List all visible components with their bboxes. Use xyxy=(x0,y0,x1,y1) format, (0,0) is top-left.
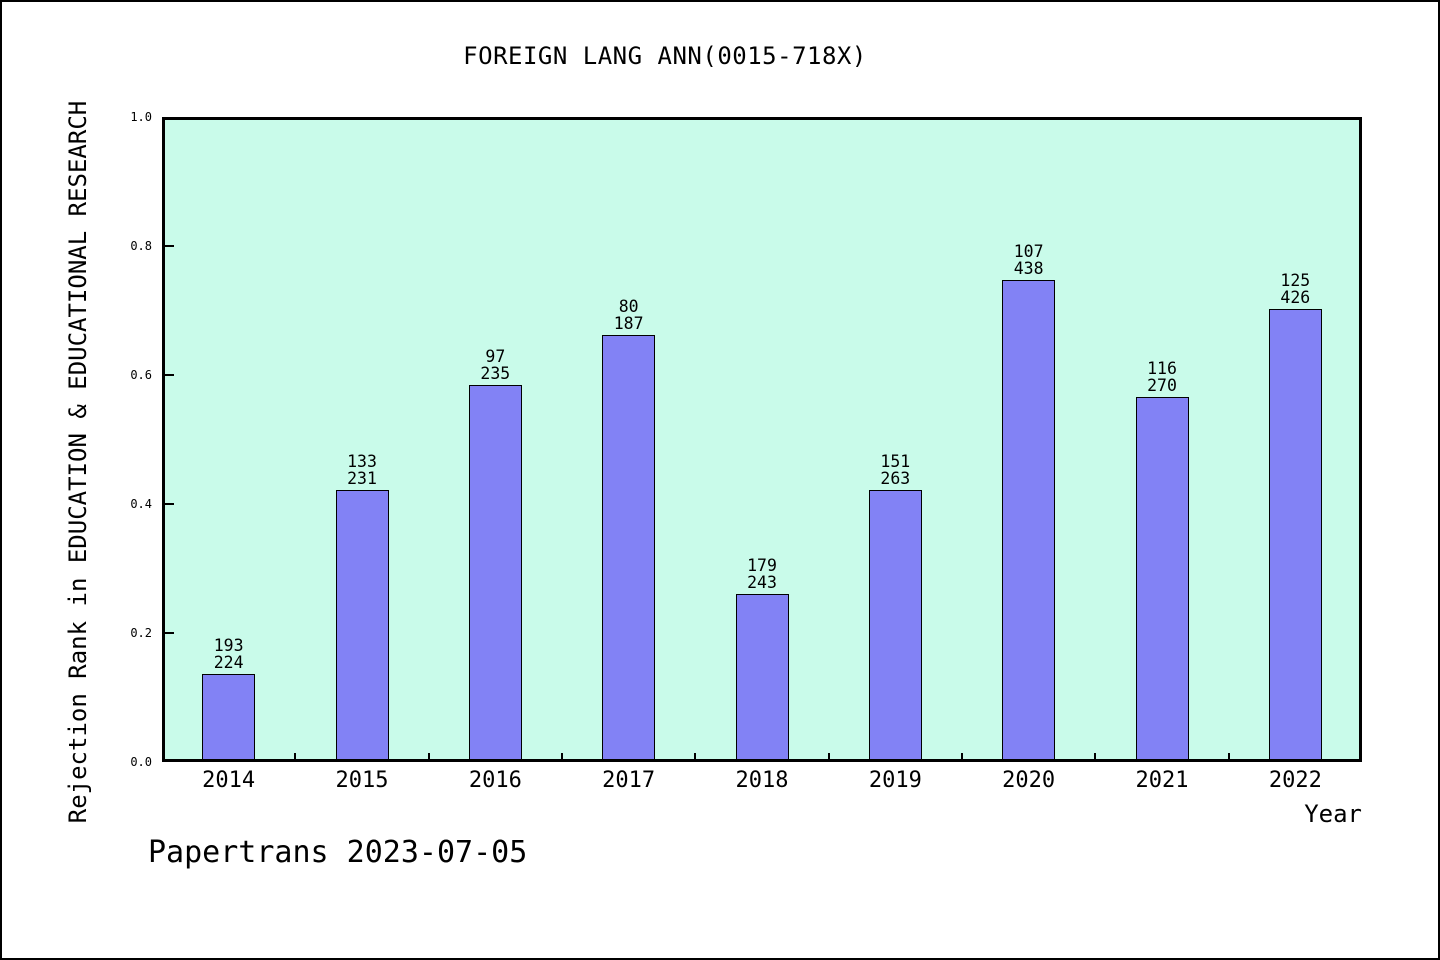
x-tick-label-2022: 2022 xyxy=(1268,768,1322,793)
footer-text: Papertrans 2023-07-05 xyxy=(148,835,528,870)
plot-area: 0.0 0.2 0.4 0.6 0.8 1.0 193 224 2014 133 231 2015 97… xyxy=(130,110,1362,827)
bar-value-label-2020: 107 438 xyxy=(1014,243,1044,277)
bar-value-label-2021: 116 270 xyxy=(1147,360,1177,394)
y-tick-label: 0.6 xyxy=(130,368,152,382)
x-tick-label-2017: 2017 xyxy=(602,768,656,793)
x-tick-label-2014: 2014 xyxy=(202,768,256,793)
y-tick-label: 0.0 xyxy=(130,755,152,769)
bar-rank-value: 107 xyxy=(1013,242,1044,261)
x-tick-label-2015: 2015 xyxy=(335,768,389,793)
x-tick-mark xyxy=(1094,753,1097,762)
bar-total-value: 243 xyxy=(747,573,777,592)
x-tick-mark xyxy=(694,753,697,762)
bar-rank-value: 80 xyxy=(618,297,639,316)
bar-value-label-2018: 179 243 xyxy=(747,557,777,591)
bar-value-label-2016: 97 235 xyxy=(480,348,510,382)
y-tick-mark xyxy=(162,374,174,376)
x-tick-mark xyxy=(961,753,963,762)
bar-rank-value: 151 xyxy=(880,452,911,471)
bar-total-value: 235 xyxy=(480,364,511,383)
y-tick-label: 0.8 xyxy=(130,239,152,253)
y-tick-label: 1.0 xyxy=(130,110,152,124)
bar-value-label-2022: 125 426 xyxy=(1280,272,1310,306)
bar-rank-value: 116 xyxy=(1147,359,1177,378)
bar-rank-value: 193 xyxy=(213,636,244,655)
bar-total-value: 438 xyxy=(1013,259,1044,278)
x-tick-mark xyxy=(827,753,830,762)
bar-rank-value: 133 xyxy=(347,452,377,471)
bar-2020 xyxy=(1002,280,1056,762)
x-tick-label-2021: 2021 xyxy=(1135,768,1189,793)
y-tick-mark xyxy=(162,503,174,505)
bar-2019 xyxy=(868,490,922,762)
bar-2021 xyxy=(1135,397,1189,762)
bar-2022 xyxy=(1268,309,1322,762)
x-tick-label-2018: 2018 xyxy=(735,768,789,793)
bar-rank-value: 179 xyxy=(747,556,777,575)
chart-title: FOREIGN LANG ANN(0015-718X) xyxy=(463,42,867,70)
x-tick-label-2020: 2020 xyxy=(1002,768,1056,793)
bar-2014 xyxy=(202,674,256,762)
bar-2018 xyxy=(735,594,789,762)
y-tick-mark xyxy=(162,632,174,634)
bar-value-label-2015: 133 231 xyxy=(347,453,377,487)
bar-total-value: 187 xyxy=(613,314,644,333)
y-tick-label: 0.4 xyxy=(130,497,152,511)
bar-2017 xyxy=(602,335,656,762)
bar-value-label-2014: 193 224 xyxy=(214,637,244,671)
bar-total-value: 231 xyxy=(347,469,377,488)
x-tick-mark xyxy=(427,753,430,762)
x-tick-mark xyxy=(294,753,297,762)
bar-value-label-2017: 80 187 xyxy=(614,298,644,332)
x-tick-label-2016: 2016 xyxy=(468,768,522,793)
x-tick-label-2019: 2019 xyxy=(868,768,922,793)
bar-total-value: 270 xyxy=(1147,376,1177,395)
y-axis-label: Rejection Rank in EDUCATION & EDUCATIONA… xyxy=(64,100,92,824)
bar-rank-value: 125 xyxy=(1280,271,1311,290)
bar-rank-value: 97 xyxy=(485,347,506,366)
bar-total-value: 426 xyxy=(1280,288,1311,307)
bar-value-label-2019: 151 263 xyxy=(880,453,910,487)
bar-total-value: 224 xyxy=(213,653,244,672)
bar-2016 xyxy=(468,385,522,762)
y-tick-mark xyxy=(162,245,174,247)
x-axis-label: Year xyxy=(1304,800,1362,828)
y-tick-label: 0.2 xyxy=(130,626,152,640)
x-tick-mark xyxy=(1227,753,1230,762)
bar-2015 xyxy=(335,490,389,762)
bar-total-value: 263 xyxy=(880,469,911,488)
x-tick-mark xyxy=(561,753,563,762)
